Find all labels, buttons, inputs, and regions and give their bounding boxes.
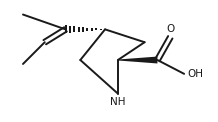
Text: OH: OH (187, 69, 203, 79)
Text: O: O (166, 24, 174, 34)
Text: NH: NH (110, 97, 126, 107)
Polygon shape (118, 57, 157, 63)
